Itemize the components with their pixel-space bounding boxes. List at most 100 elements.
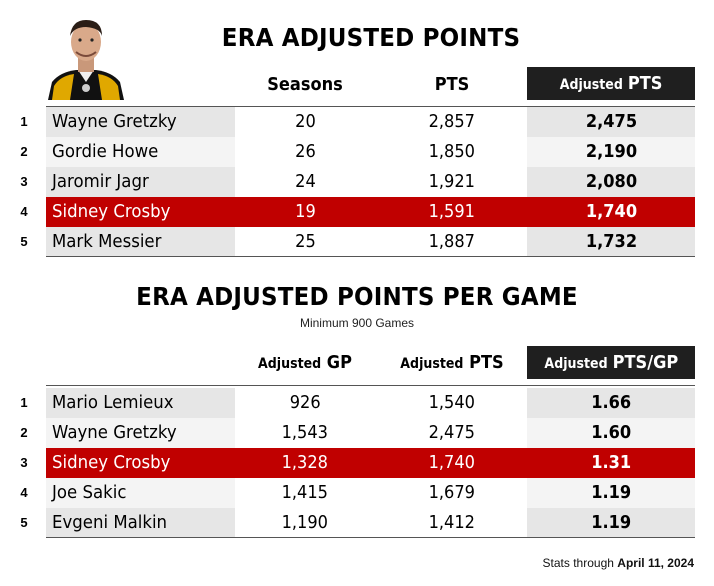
table-row: Jaromir Jagr 24 1,921 2,080 bbox=[46, 167, 695, 197]
footer-date: April 11, 2024 bbox=[617, 556, 694, 570]
player-name-cell: Sidney Crosby bbox=[46, 448, 235, 478]
value-pts: 1,887 bbox=[383, 227, 521, 257]
value-pts: 1,921 bbox=[383, 167, 521, 197]
player-name: Joe Sakic bbox=[52, 482, 127, 503]
header-adjusted-gp: Adjusted GP bbox=[243, 352, 367, 373]
player-name: Sidney Crosby bbox=[52, 452, 171, 473]
value-adj-ppg: 1.66 bbox=[527, 388, 695, 418]
value-adj-pts: 2,475 bbox=[383, 418, 521, 448]
value-adj-pts: 1,540 bbox=[383, 388, 521, 418]
player-name: Mario Lemieux bbox=[52, 392, 174, 413]
value-text: 1.19 bbox=[591, 482, 631, 503]
value-text: 2,475 bbox=[585, 111, 637, 132]
value-text: 1,740 bbox=[585, 201, 637, 222]
table-row: Joe Sakic 1,415 1,679 1.19 bbox=[46, 478, 695, 508]
value-text: 2,190 bbox=[585, 141, 637, 162]
adjusted-column-shade bbox=[527, 418, 695, 448]
value-pts: 1,850 bbox=[383, 137, 521, 167]
value-text: 1,412 bbox=[428, 512, 476, 533]
player-name: Wayne Gretzky bbox=[52, 111, 177, 132]
rank-number: 5 bbox=[20, 234, 28, 249]
value-text: 1,850 bbox=[428, 141, 476, 162]
value-text: 1.60 bbox=[591, 422, 631, 443]
value-text: 20 bbox=[294, 111, 316, 132]
value-text: 1.19 bbox=[591, 512, 631, 533]
table2-subtitle: Minimum 900 Games bbox=[299, 316, 415, 330]
adjusted-column-shade bbox=[527, 107, 695, 137]
adjusted-column-shade bbox=[527, 388, 695, 418]
value-seasons: 25 bbox=[236, 227, 374, 257]
value-text: 2,857 bbox=[428, 111, 476, 132]
value-adj-pts: 1,740 bbox=[527, 197, 695, 227]
value-seasons: 19 bbox=[236, 197, 374, 227]
player-name-cell: Wayne Gretzky bbox=[46, 107, 235, 137]
player-name-cell: Mark Messier bbox=[46, 227, 235, 257]
rank-number: 3 bbox=[20, 174, 28, 189]
table1-title: ERA ADJUSTED POINTS bbox=[221, 23, 521, 52]
value-adj-pts: 2,190 bbox=[527, 137, 695, 167]
player-name-cell: Evgeni Malkin bbox=[46, 508, 235, 538]
value-text: 19 bbox=[294, 201, 316, 222]
value-text: 1,732 bbox=[585, 231, 637, 252]
value-adj-pts: 1,412 bbox=[383, 508, 521, 538]
rank-number: 2 bbox=[20, 425, 28, 440]
player-name: Jaromir Jagr bbox=[52, 171, 149, 192]
value-adj-ppg: 1.19 bbox=[527, 478, 695, 508]
value-text: 2,475 bbox=[428, 422, 476, 443]
value-text: 1,921 bbox=[428, 171, 476, 192]
table-row: Mark Messier 25 1,887 1,732 bbox=[46, 227, 695, 257]
player-headshot-icon bbox=[46, 12, 126, 100]
rank-number: 1 bbox=[20, 114, 28, 129]
value-seasons: 26 bbox=[236, 137, 374, 167]
value-pts: 1,591 bbox=[383, 197, 521, 227]
value-text: 1,190 bbox=[281, 512, 329, 533]
value-adj-gp: 1,543 bbox=[236, 418, 374, 448]
header-seasons: Seasons bbox=[267, 74, 343, 95]
value-adj-gp: 1,190 bbox=[236, 508, 374, 538]
header-adjusted-pts-2-suffix: PTS bbox=[469, 352, 504, 373]
player-name-cell: Jaromir Jagr bbox=[46, 167, 235, 197]
rank-number: 4 bbox=[20, 485, 28, 500]
table-row: Gordie Howe 26 1,850 2,190 bbox=[46, 137, 695, 167]
table2-title: ERA ADJUSTED POINTS PER GAME bbox=[136, 282, 578, 311]
player-name-cell: Mario Lemieux bbox=[46, 388, 235, 418]
header-adjusted-pts-gp-prefix: Adjusted bbox=[544, 356, 608, 372]
table-row: Mario Lemieux 926 1,540 1.66 bbox=[46, 388, 695, 418]
value-text: 1.66 bbox=[591, 392, 631, 413]
value-adj-pts: 1,740 bbox=[383, 448, 521, 478]
header-adjusted-pts-suffix: PTS bbox=[627, 73, 663, 94]
player-name: Wayne Gretzky bbox=[52, 422, 177, 443]
value-pts: 2,857 bbox=[383, 107, 521, 137]
value-adj-gp: 1,328 bbox=[236, 448, 374, 478]
value-adj-gp: 926 bbox=[236, 388, 374, 418]
value-seasons: 20 bbox=[236, 107, 374, 137]
table-row: Evgeni Malkin 1,190 1,412 1.19 bbox=[46, 508, 695, 538]
value-text: 1,679 bbox=[428, 482, 476, 503]
rank-number: 5 bbox=[20, 515, 28, 530]
player-name-cell: Sidney Crosby bbox=[46, 197, 235, 227]
value-adj-pts: 2,080 bbox=[527, 167, 695, 197]
value-adj-pts: 1,732 bbox=[527, 227, 695, 257]
player-name-cell: Wayne Gretzky bbox=[46, 418, 235, 448]
value-text: 1,543 bbox=[281, 422, 329, 443]
value-adj-pts: 1,679 bbox=[383, 478, 521, 508]
value-text: 24 bbox=[294, 171, 316, 192]
value-text: 1,540 bbox=[428, 392, 476, 413]
player-name: Mark Messier bbox=[52, 231, 162, 252]
table-row: Sidney Crosby 19 1,591 1,740 bbox=[46, 197, 695, 227]
header-adjusted-pts-prefix: Adjusted bbox=[559, 77, 623, 93]
player-name: Evgeni Malkin bbox=[52, 512, 168, 533]
adjusted-column-shade bbox=[527, 137, 695, 167]
table-row: Sidney Crosby 1,328 1,740 1.31 bbox=[46, 448, 695, 478]
value-text: 926 bbox=[289, 392, 321, 413]
player-name: Sidney Crosby bbox=[52, 201, 171, 222]
header-adjusted-pts: Adjusted PTS bbox=[527, 67, 695, 100]
value-text: 1.31 bbox=[591, 452, 631, 473]
rank-number: 3 bbox=[20, 455, 28, 470]
header-adjusted-pts-gp: Adjusted PTS/GP bbox=[527, 346, 695, 379]
table-row: Wayne Gretzky 1,543 2,475 1.60 bbox=[46, 418, 695, 448]
value-text: 26 bbox=[294, 141, 316, 162]
header-adjusted-pts-2-prefix: Adjusted bbox=[400, 356, 464, 372]
value-text: 1,328 bbox=[281, 452, 329, 473]
value-text: 2,080 bbox=[585, 171, 637, 192]
